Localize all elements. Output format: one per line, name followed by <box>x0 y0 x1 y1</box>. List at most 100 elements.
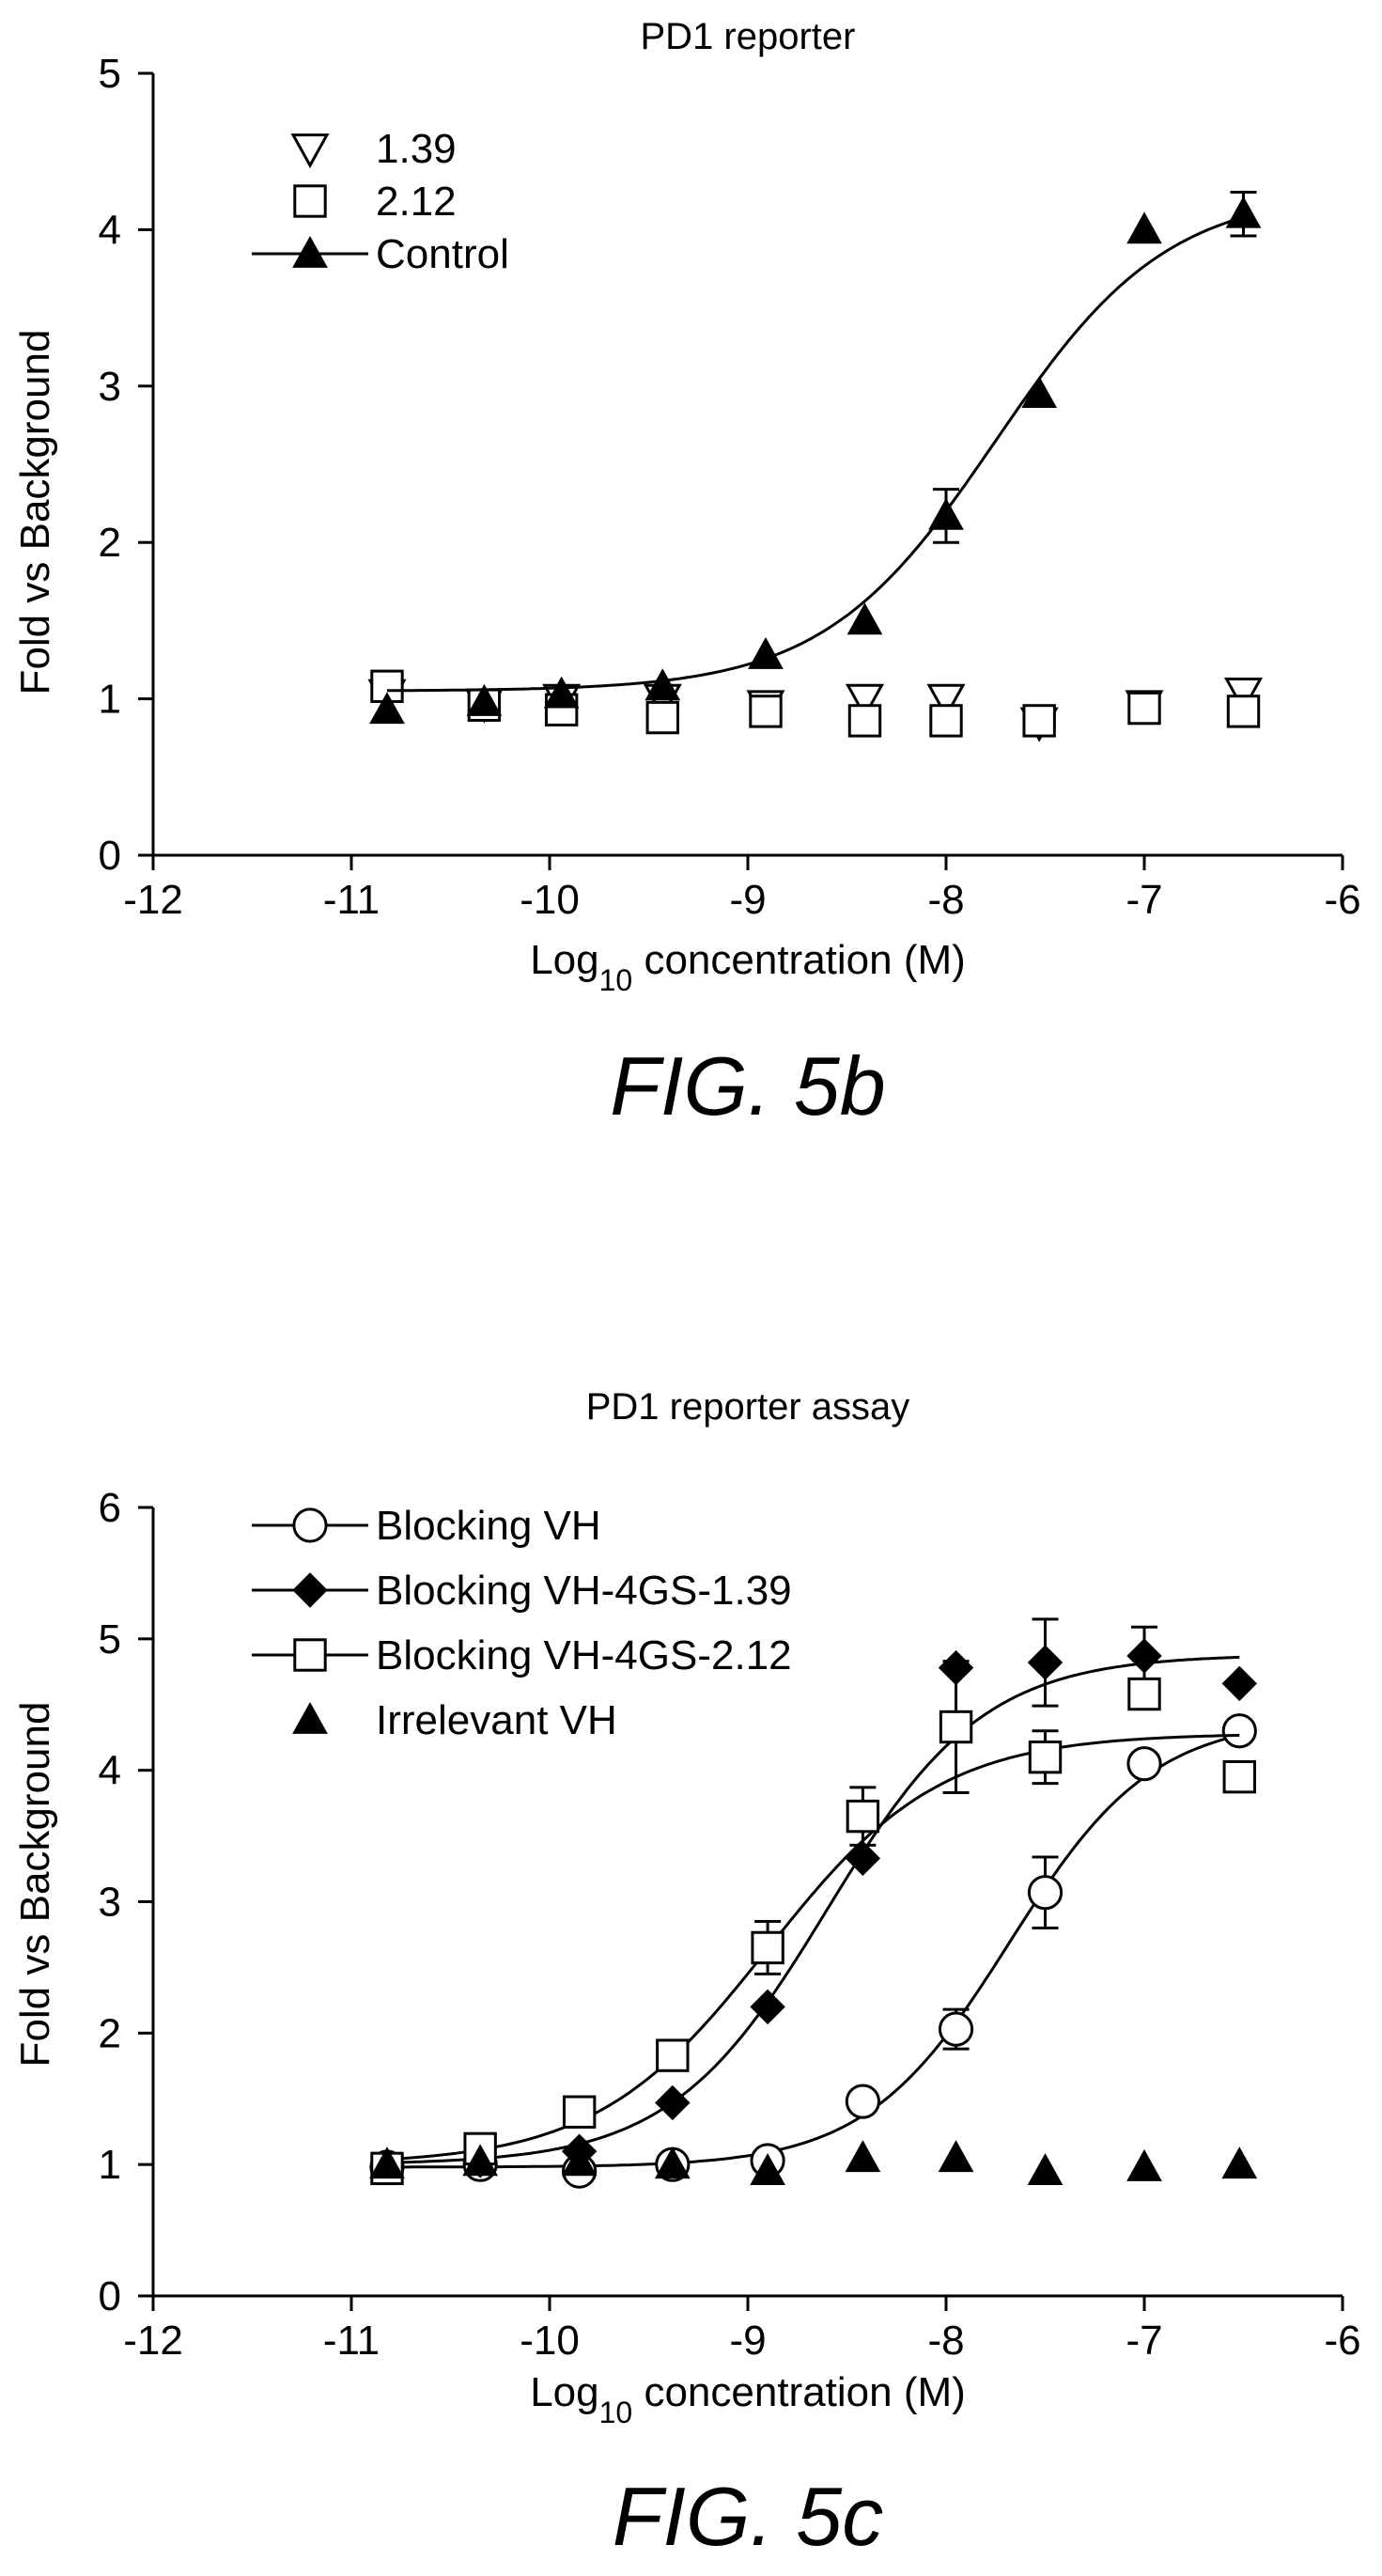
legend-marker <box>292 235 328 268</box>
data-point <box>751 1930 784 1965</box>
x-axis-label-subscript: 10 <box>599 963 633 997</box>
y-axis-label: Fold vs Background <box>12 1702 58 2068</box>
y-tick-label: 1 <box>99 677 121 723</box>
legend-label: Control <box>376 231 509 277</box>
legend: Blocking VH Blocking VH-4GS-1.39 Blocking … <box>252 1503 792 1743</box>
x-axis-label-prefix: Log <box>530 937 598 983</box>
legend-marker <box>293 1638 327 1672</box>
y-axis-label: Fold vs Background <box>12 330 58 695</box>
data-point <box>845 2140 881 2173</box>
legend-item: Blocking VH <box>252 1503 601 1549</box>
data-point <box>1127 1677 1161 1711</box>
y-tick-label: 1 <box>99 2142 121 2188</box>
data-point <box>562 2095 597 2129</box>
legend-label: Blocking VH-4GS-1.39 <box>376 1568 792 1614</box>
x-axis: -12 -11 -10 -9 -8 -7 -6 <box>123 853 1361 923</box>
legend-marker <box>293 184 327 218</box>
x-axis-label: Log10 concentration (M) <box>530 2369 966 2429</box>
data-point <box>369 692 405 725</box>
x-axis-label: Log10 concentration (M) <box>530 937 966 997</box>
data-point <box>1226 695 1261 728</box>
legend-item: Blocking VH-4GS-2.12 <box>252 1632 792 1678</box>
y-tick-label: 0 <box>99 833 121 879</box>
figure-caption: FIG. 5b <box>610 1039 885 1132</box>
legend-item: Blocking VH-4GS-1.39 <box>252 1568 792 1614</box>
data-point <box>561 2144 598 2177</box>
data-point <box>1223 678 1264 713</box>
data-point <box>1221 1665 1257 1702</box>
data-point <box>1127 691 1161 726</box>
data-point <box>1126 211 1162 244</box>
data-point <box>466 683 503 716</box>
data-point <box>644 668 681 701</box>
data-point <box>654 2147 691 2179</box>
x-axis-label-suffix: concentration (M) <box>632 2369 966 2415</box>
data-point <box>749 695 783 728</box>
x-tick-label: -8 <box>927 2318 964 2364</box>
data-point <box>846 1799 880 1834</box>
x-tick-label: -6 <box>1324 2318 1360 2364</box>
data-point <box>1028 1740 1063 1774</box>
data-point <box>1126 1746 1162 1782</box>
data-point <box>750 1989 785 2025</box>
x-tick-label: -7 <box>1126 2318 1162 2364</box>
data-point <box>645 700 679 735</box>
x-tick-label: -7 <box>1126 877 1162 923</box>
x-tick-label: -8 <box>927 877 964 923</box>
legend-marker <box>292 1572 328 1608</box>
data-point <box>847 704 882 738</box>
data-point <box>926 683 966 719</box>
x-tick-label: -10 <box>520 2318 580 2364</box>
legend-marker <box>292 1701 328 1734</box>
x-tick-label: -11 <box>323 2318 380 2364</box>
plot-area <box>369 1617 1258 2189</box>
data-point <box>750 2153 785 2186</box>
series-blocking-vh <box>369 1713 1257 2189</box>
data-point <box>1221 2147 1258 2179</box>
chart-title: PD1 reporter assay <box>586 1386 910 1428</box>
x-axis-label-suffix: concentration (M) <box>632 937 966 983</box>
x-tick-label: -12 <box>123 877 183 923</box>
data-point <box>655 2084 691 2121</box>
data-point <box>543 676 580 709</box>
data-point <box>929 704 963 738</box>
data-point <box>656 2038 690 2072</box>
legend-item: Control <box>252 231 509 277</box>
legend: 1.39 2.12 Control <box>252 126 509 277</box>
y-tick-label: 0 <box>99 2273 121 2319</box>
y-tick-label: 5 <box>99 1616 121 1663</box>
fit-curve <box>386 1733 1240 2162</box>
x-axis-label-subscript: 10 <box>599 2396 633 2429</box>
fit-curve <box>387 215 1244 693</box>
data-point <box>845 683 885 719</box>
data-point <box>1021 376 1058 409</box>
chart-title: PD1 reporter <box>641 16 856 57</box>
y-tick-label: 4 <box>99 207 121 253</box>
legend-item: 2.12 <box>293 179 457 225</box>
y-axis: 0 1 2 3 4 5 6 <box>99 1485 155 2319</box>
data-point <box>1222 1759 1256 1794</box>
x-tick-label: -6 <box>1324 877 1360 923</box>
x-tick-label: -11 <box>323 877 380 923</box>
x-tick-label: -9 <box>729 2318 766 2364</box>
plot-area <box>367 190 1264 742</box>
y-tick-label: 2 <box>99 2010 121 2056</box>
y-tick-label: 5 <box>99 51 121 97</box>
series-control <box>369 190 1262 725</box>
y-axis: 0 1 2 3 4 5 <box>99 51 155 879</box>
y-tick-label: 3 <box>99 364 121 410</box>
legend-item: Irrelevant VH <box>292 1697 617 1743</box>
y-tick-label: 4 <box>99 1748 121 1794</box>
fit-curve <box>386 1655 1240 2164</box>
series-2-12 <box>370 669 1261 738</box>
data-point <box>369 2147 405 2179</box>
series-irrelevant-vh <box>369 2140 1258 2186</box>
legend-label: Blocking VH <box>376 1503 601 1549</box>
data-point <box>939 1710 973 1744</box>
y-tick-label: 6 <box>99 1485 121 1531</box>
data-point <box>1022 704 1056 738</box>
y-tick-label: 2 <box>99 520 121 566</box>
data-point <box>1221 1713 1257 1749</box>
data-point <box>1027 1875 1064 1911</box>
